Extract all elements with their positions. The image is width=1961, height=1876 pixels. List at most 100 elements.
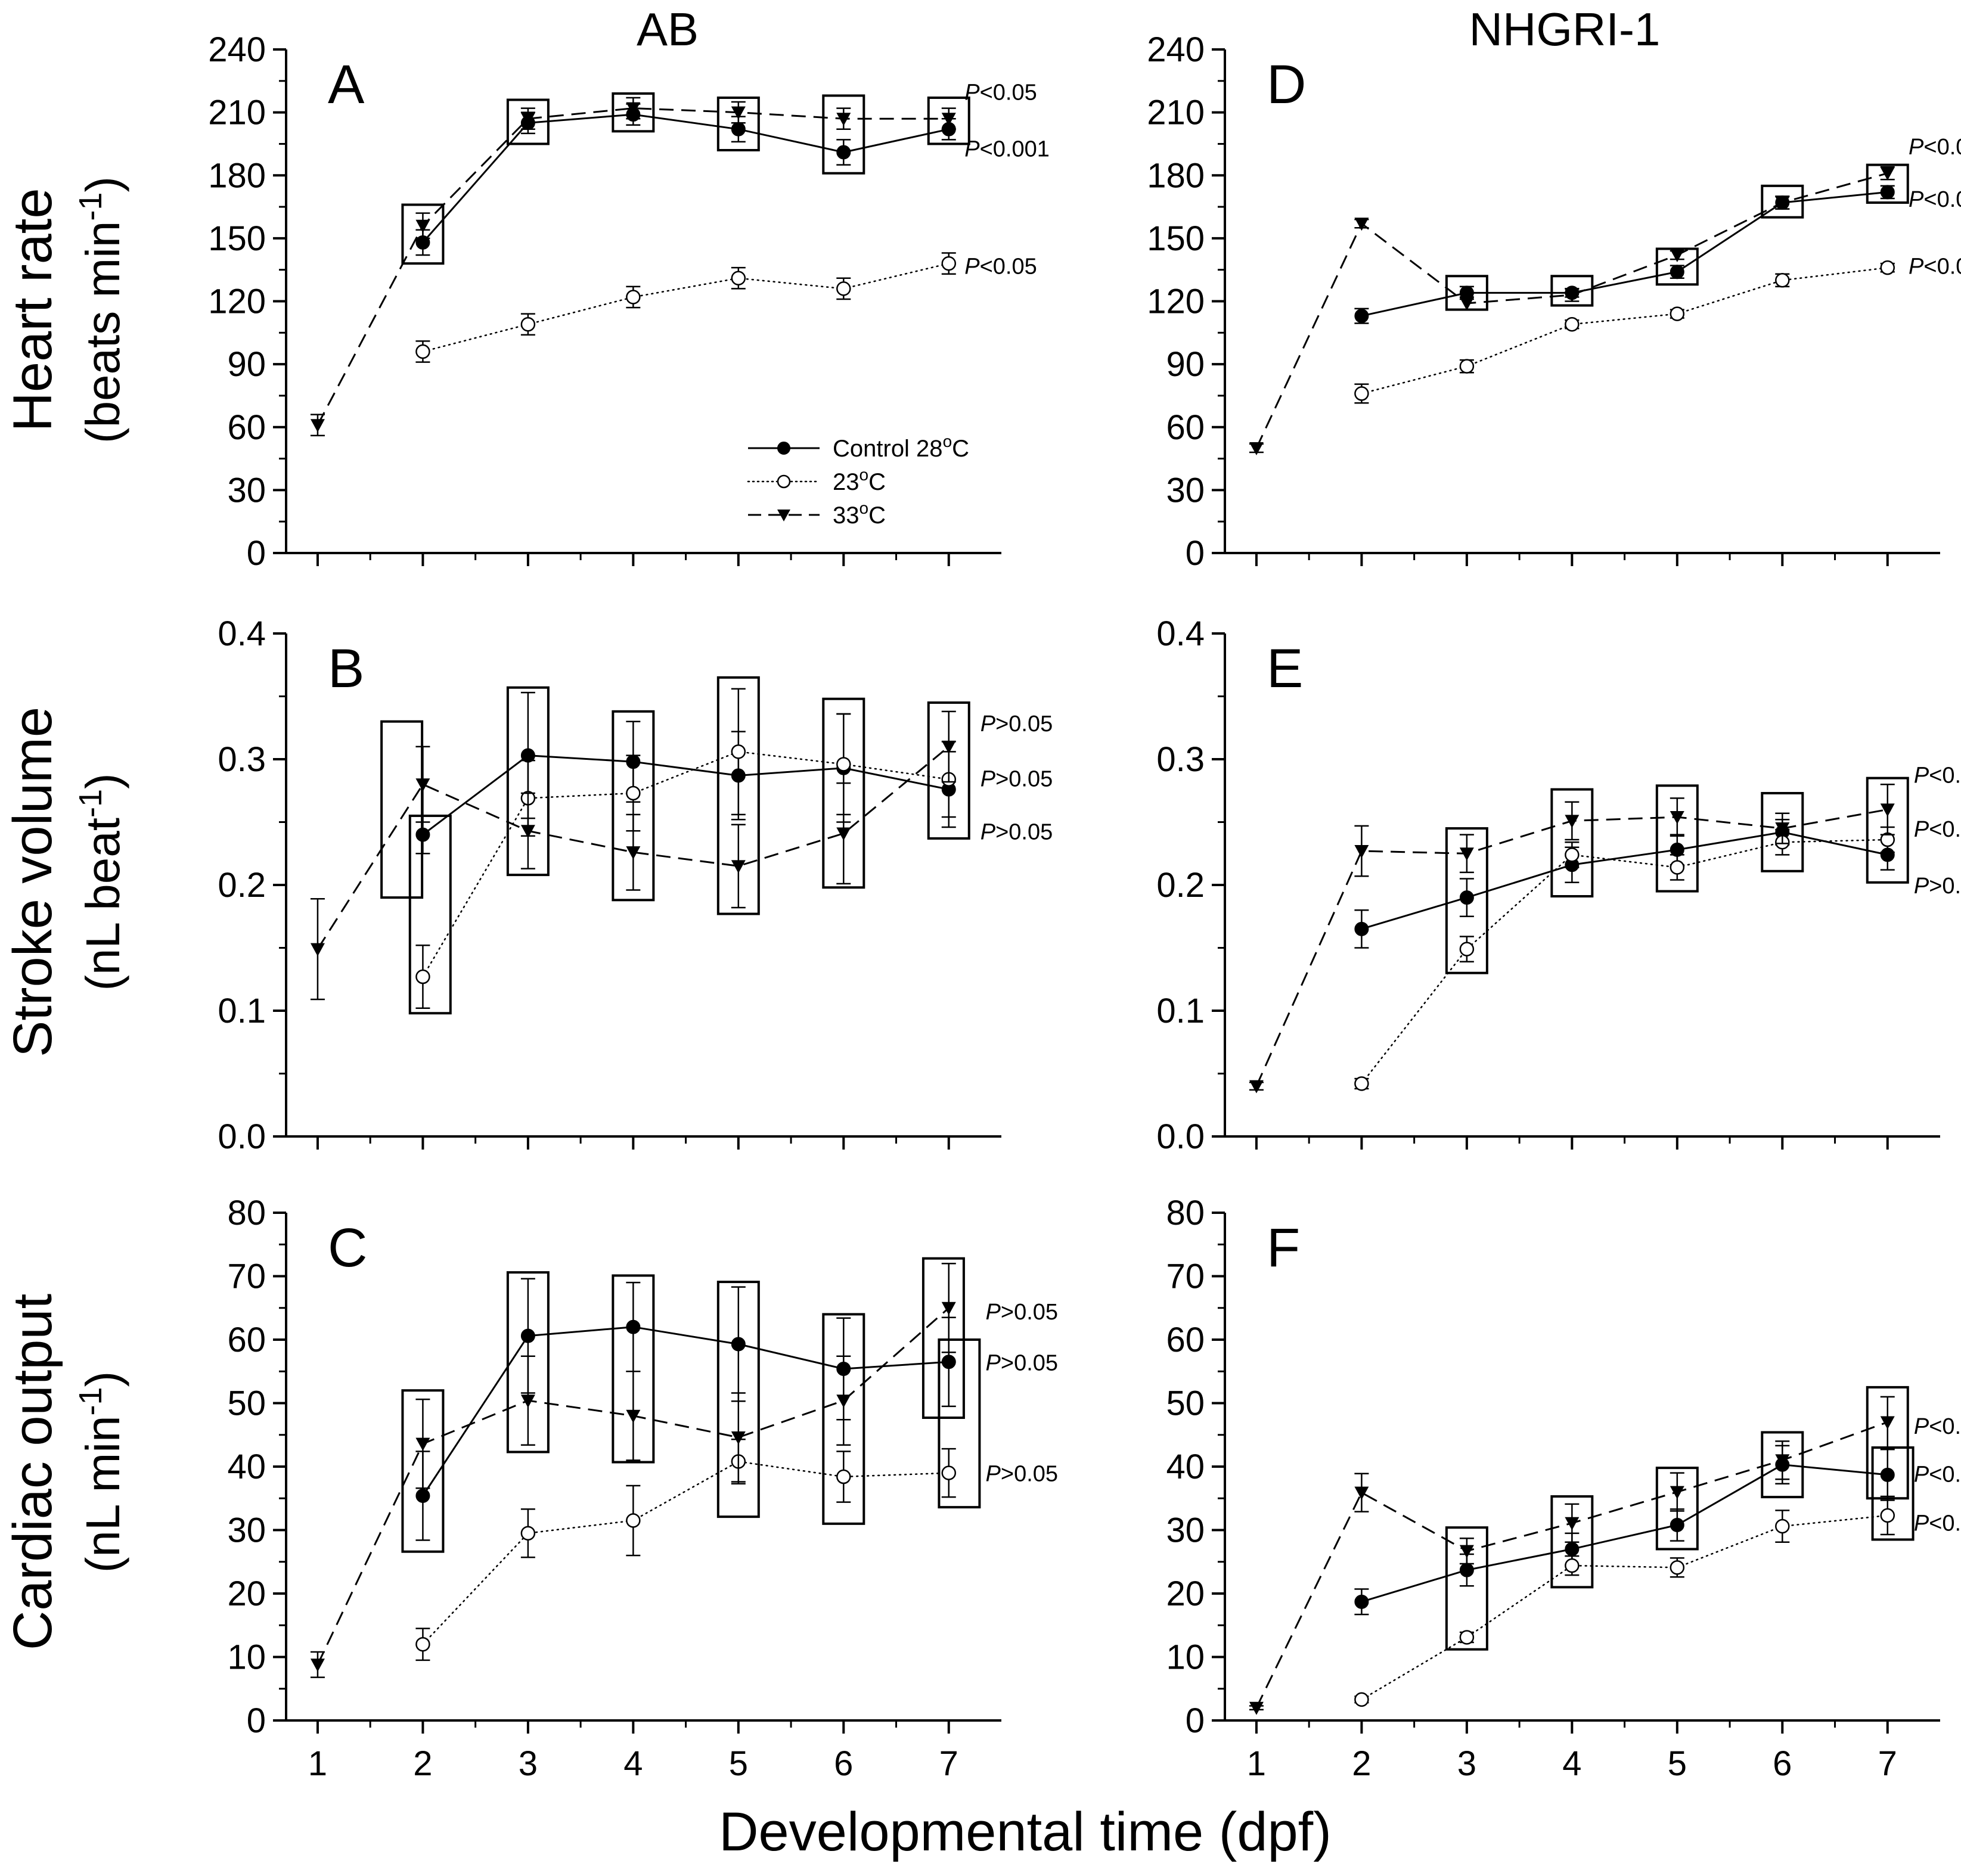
panel-c-point-cold [626,1513,641,1528]
panel-f-point-cold [1459,1630,1475,1645]
panel-f: F010203040506070801234567P<0.001P<0.001P… [1166,1194,1961,1783]
panel-a-point-cold [415,344,430,359]
panel-c-annotation: P>0.05 [986,1462,1059,1487]
panel-a-point-control [731,122,746,136]
panel-f-ytick-label: 20 [1166,1574,1205,1613]
panel-a-sig-box [612,92,655,133]
panel-f-annotation: P<0.001 [1914,1462,1961,1487]
panel-d-ytick-label: 210 [1147,94,1205,132]
panel-f-point-control [1565,1542,1580,1557]
panel-c-point-cold [415,1636,430,1652]
panel-d-ytick-label: 60 [1166,408,1205,447]
panel-c-point-warm [836,1394,851,1408]
panel-a-series-control-line [422,113,950,243]
panel-a-ytick-label: 150 [208,219,266,258]
panel-e-point-cold [1459,942,1475,956]
legend-warm-text: 33 [833,502,860,529]
panel-d-point-control [1670,265,1684,279]
legend-warm-sup: o [860,499,869,517]
panel-a: A0306090120150180210240P<0.05P<0.001P<0.… [208,30,1050,573]
panel-c-annotation-p: P [986,1350,1001,1375]
ylabel-stroke-volume: Stroke volume (nL beat-1) [2,707,129,1057]
column-title-nhgri: NHGRI-1 [1469,3,1661,55]
panel-b-annotation-p: P [980,712,996,737]
legend-control-sup: o [943,432,952,451]
panel-e-sig-box [1550,788,1594,897]
panel-e-point-warm [1459,847,1474,861]
panel-d-annotation-value: <0.001 [1923,135,1961,160]
ylabel-cardiac-output-main: Cardiac output [2,1294,63,1650]
panel-c-xtick-label: 4 [623,1744,643,1783]
panel-f-annotation: P<0.001 [1914,1511,1961,1536]
panel-f-xtick-label: 3 [1457,1744,1476,1783]
panel-b-point-warm [310,943,325,956]
panel-d-annotation: P<0.001 [1909,254,1961,279]
panel-c-xtick-label: 3 [519,1744,538,1783]
ylabel-heart-rate-main: Heart rate [2,188,63,431]
panel-d-annotation: P<0.001 [1909,187,1961,212]
panel-b-sig-box [612,710,655,902]
panel-a-point-warm [310,419,325,433]
panel-c-xtick-label: 5 [729,1744,748,1783]
panel-f-point-cold [1775,1518,1790,1534]
ylabel-stroke-volume-unit-text: (nL beat [76,818,129,991]
panel-f-annotation: P<0.001 [1914,1414,1961,1439]
panel-c-ytick-label: 40 [227,1448,266,1486]
panel-d-point-warm [1775,197,1790,210]
panel-a-point-warm [836,113,851,126]
panel-e-annotation: P<0.001 [1914,817,1961,842]
panel-f-sig-box [1655,1467,1699,1551]
panel-c-point-cold [941,1465,957,1480]
panel-a-point-warm [415,219,430,233]
legend-cold-sup: o [860,465,869,484]
panel-f-point-warm [1459,1545,1474,1558]
panel-d-series-cold-line [1361,266,1889,395]
panel-c-ytick-label: 60 [227,1321,266,1359]
panel-c-point-control [415,1488,430,1503]
panel-c-xtick-label: 6 [834,1744,853,1783]
panel-b-letter: B [328,638,364,699]
panel-b-sig-box [716,676,760,915]
panel-f-xtick-label: 7 [1878,1744,1897,1783]
panel-a-ytick-label: 90 [227,345,266,384]
panel-c-annotation-p: P [986,1462,1001,1487]
panel-a-ytick-label: 240 [208,30,266,69]
ylabel-heart-rate-sup: -1 [73,192,108,221]
panel-f-series-cold-line [1361,1514,1889,1701]
panel-a-ytick-label: 210 [208,94,266,132]
panel-e-annotation-p: P [1914,817,1929,842]
panel-d-point-cold [1354,386,1369,401]
panel-d-point-cold [1459,359,1475,374]
panel-b-point-warm [941,740,956,754]
panel-f-point-control [1459,1563,1474,1577]
panel-f-annotation-p: P [1914,1414,1929,1439]
panel-e-series-cold-line [1361,838,1889,1085]
panel-b-sig-box [927,701,970,840]
panel-f-ytick-label: 70 [1166,1257,1205,1296]
panel-c-ytick-label: 30 [227,1511,266,1550]
panel-d-annotation-p: P [1909,187,1924,212]
panel-b-annotation-value: >0.05 [995,712,1053,737]
panel-d-ytick-label: 150 [1147,219,1205,258]
panel-d-annotation-p: P [1909,135,1924,160]
panel-a-letter: A [328,54,365,115]
column-title-ab: AB [637,3,699,55]
legend-cold-marker [777,474,791,489]
panel-c-annotation: P>0.05 [986,1300,1059,1325]
panel-d-ytick-label: 120 [1147,282,1205,321]
panel-f-xtick-label: 6 [1773,1744,1792,1783]
panel-c-ytick-label: 0 [247,1701,266,1740]
panel-a-annotation-p: P [964,254,980,279]
panel-c-xtick-label: 2 [413,1744,432,1783]
panel-e-annotation-value: >0.05 [1929,874,1961,899]
panel-f-annotation-value: <0.001 [1929,1511,1961,1536]
panel-b-annotation-p: P [980,819,996,844]
panel-a-annotation-value: <0.05 [980,254,1037,279]
panel-e-point-cold [1565,847,1580,862]
panel-e-ytick-label: 0.4 [1156,614,1205,653]
panel-a-annotation-p: P [964,136,980,161]
panel-c-point-warm [310,1658,325,1672]
legend-control-marker [777,442,790,455]
